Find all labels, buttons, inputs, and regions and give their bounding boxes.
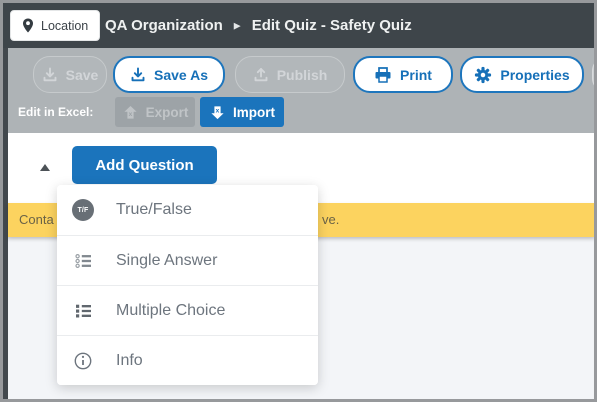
menu-item-label: Multiple Choice — [116, 301, 226, 319]
app-window: Location QA Organization ▶ Edit Quiz - S… — [0, 0, 597, 402]
excel-import-icon: x — [211, 105, 224, 119]
edit-in-excel-label: Edit in Excel: — [18, 105, 94, 119]
download-icon — [43, 67, 57, 81]
publish-button[interactable]: Publish — [235, 56, 345, 93]
save-as-button[interactable]: Save As — [113, 56, 225, 93]
toolbar: Save Save As Publish Print — [8, 48, 594, 133]
export-button-label: Export — [145, 104, 189, 120]
collapsed-sidebar-edge — [3, 48, 8, 399]
menu-item-single-answer[interactable]: Single Answer — [57, 235, 318, 285]
import-button[interactable]: x Import — [200, 97, 284, 127]
svg-text:x: x — [128, 110, 132, 117]
notice-text-right-fragment: ve. — [322, 212, 340, 227]
export-button[interactable]: x Export — [115, 97, 195, 127]
gear-icon — [475, 66, 492, 83]
top-navigation-bar: Location QA Organization ▶ Edit Quiz - S… — [3, 3, 594, 48]
truefalse-badge-text: T/F — [77, 206, 89, 214]
add-question-dropdown-menu: T/F True/False Single Answer — [57, 185, 318, 385]
breadcrumb-root[interactable]: QA Organization — [105, 17, 223, 34]
menu-item-label: Info — [116, 351, 143, 369]
single-answer-list-icon — [71, 253, 95, 269]
breadcrumb: QA Organization ▶ Edit Quiz - Safety Qui… — [105, 3, 412, 48]
upload-icon — [254, 67, 268, 81]
printer-icon — [375, 66, 391, 83]
print-button-label: Print — [400, 66, 432, 83]
location-pin-icon — [23, 18, 33, 33]
menu-item-label: Single Answer — [116, 251, 218, 269]
multiple-choice-list-icon — [71, 303, 95, 319]
download-icon — [131, 67, 145, 81]
print-button[interactable]: Print — [353, 56, 453, 93]
menu-item-true-false[interactable]: T/F True/False — [57, 185, 318, 235]
notice-text-left-fragment: Conta — [19, 212, 54, 227]
location-button[interactable]: Location — [10, 10, 101, 41]
add-question-button[interactable]: Add Question — [72, 146, 217, 184]
collapse-caret-icon[interactable] — [40, 164, 50, 171]
menu-item-label: True/False — [116, 201, 192, 218]
excel-export-icon: x — [124, 105, 137, 119]
quiz-editor-content: Add Question Conta ve. T/F True/False — [8, 133, 594, 399]
save-as-button-label: Save As — [154, 66, 208, 83]
save-button-label: Save — [65, 66, 99, 83]
menu-item-multiple-choice[interactable]: Multiple Choice — [57, 285, 318, 335]
breadcrumb-separator-icon: ▶ — [233, 20, 241, 31]
publish-button-label: Publish — [276, 66, 328, 83]
page-title: Edit Quiz - Safety Quiz — [251, 17, 412, 34]
truefalse-badge-icon: T/F — [71, 199, 95, 221]
svg-text:x: x — [216, 107, 220, 114]
info-circle-icon — [71, 351, 95, 371]
partial-toolbar-button[interactable] — [592, 56, 594, 93]
location-button-label: Location — [41, 18, 89, 33]
edit-in-excel-row: Edit in Excel: x Export x Import — [8, 97, 594, 127]
properties-button-label: Properties — [500, 66, 570, 83]
save-button[interactable]: Save — [33, 56, 107, 93]
import-button-label: Import — [233, 104, 275, 120]
properties-button[interactable]: Properties — [460, 56, 584, 93]
menu-item-info[interactable]: Info — [57, 335, 318, 385]
